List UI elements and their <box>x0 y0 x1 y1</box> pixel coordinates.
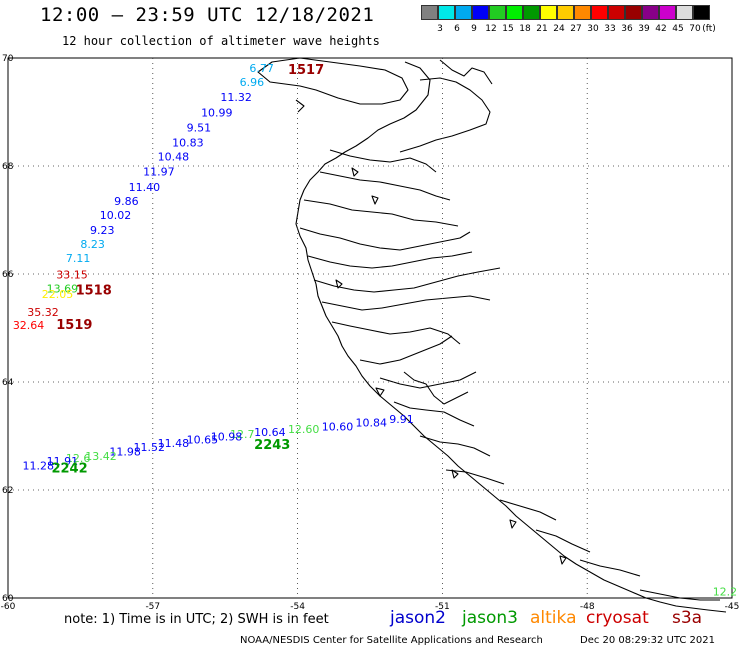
legend-value-label: 9 <box>471 24 477 34</box>
wave-height-label: 11.28 <box>22 459 54 472</box>
legend-value-label: 27 <box>570 24 582 34</box>
legend-value-label: 21 <box>536 24 548 34</box>
wave-height-label: 10.02 <box>100 209 132 222</box>
lon-tick-label: -54 <box>290 602 305 612</box>
lon-tick-label: -51 <box>435 602 450 612</box>
legend-swatch <box>659 5 676 20</box>
legend-swatch <box>523 5 540 20</box>
legend-swatch <box>608 5 625 20</box>
pass-number-label: 1517 <box>288 63 324 78</box>
greenland-coastline <box>257 57 727 613</box>
legend-value-label: 33 <box>604 24 616 34</box>
wave-height-label: 6.77 <box>249 62 273 75</box>
legend-swatch <box>591 5 608 20</box>
legend-swatch <box>676 5 693 20</box>
wave-height-label: 22.05 <box>42 288 74 301</box>
lon-tick-label: -45 <box>725 602 740 612</box>
wave-height-label: 12.60 <box>288 423 320 436</box>
satellite-name-s3a: s3a <box>672 608 703 628</box>
legend-value-label: 24 <box>553 24 565 34</box>
wave-height-label: 13.42 <box>85 450 117 463</box>
legend-unit-label: (ft) <box>702 24 716 34</box>
lat-tick-label: 66 <box>2 270 14 280</box>
legend-swatch <box>540 5 557 20</box>
wave-height-label: 12.6 <box>66 452 91 465</box>
wave-height-label: 32.64 <box>13 319 45 332</box>
lon-tick-label: -57 <box>145 602 160 612</box>
wave-height-label: 10.60 <box>322 421 354 434</box>
map-frame <box>7 57 733 599</box>
legend-swatch <box>557 5 574 20</box>
footer-credit: NOAA/NESDIS Center for Satellite Applica… <box>240 635 543 646</box>
wave-height-label: 10.84 <box>356 416 388 429</box>
legend-value-label: 12 <box>485 24 497 34</box>
footer-date: Dec 20 08:29:32 UTC 2021 <box>580 635 715 646</box>
legend-swatch <box>693 5 710 20</box>
wave-height-label: 11.97 <box>143 166 175 179</box>
wave-height-label: 10.65 <box>187 434 219 447</box>
wave-height-label: 10.64 <box>254 426 286 439</box>
chart-title: 12:00 — 23:59 UTC 12/18/2021 <box>40 4 375 26</box>
legend-swatch <box>421 5 438 20</box>
legend-value-label: 36 <box>621 24 633 34</box>
wave-height-label: 33.15 <box>56 268 87 281</box>
lat-tick-label: 60 <box>2 594 14 604</box>
lat-tick-label: 68 <box>2 162 14 172</box>
chart-subtitle: 12 hour collection of altimeter wave hei… <box>62 34 380 48</box>
wave-height-label: 10.98 <box>211 430 243 443</box>
legend-value-label: 42 <box>655 24 667 34</box>
legend-swatch <box>506 5 523 20</box>
lon-tick-label: -60 <box>1 602 16 612</box>
satellite-name-jason2: jason2 <box>390 608 446 628</box>
wave-height-label: 12.7 <box>230 428 255 441</box>
wave-height-label: 12.2 <box>713 585 738 598</box>
satellite-name-cryosat: cryosat <box>586 608 649 628</box>
wave-height-label: 9.51 <box>187 121 212 134</box>
wave-height-label: 9.23 <box>90 224 115 237</box>
legend-value-label: 45 <box>672 24 684 34</box>
legend-value-label: 3 <box>437 24 443 34</box>
lat-tick-label: 62 <box>2 486 13 496</box>
legend-swatch <box>455 5 472 20</box>
satellite-name-jason3: jason3 <box>462 608 518 628</box>
lat-tick-label: 70 <box>2 54 14 64</box>
legend-swatch <box>438 5 455 20</box>
wave-height-label: 9.91 <box>389 413 414 426</box>
legend-value-label: 70 <box>689 24 701 34</box>
legend-value-label: 30 <box>587 24 599 34</box>
wave-height-label: 35.32 <box>27 306 59 319</box>
wave-height-label: 11.48 <box>158 437 190 450</box>
wave-height-label: 6.96 <box>240 76 265 89</box>
wave-height-label: 11.98 <box>109 445 141 458</box>
pass-number-label: 1518 <box>76 284 112 299</box>
legend-value-label: 39 <box>638 24 650 34</box>
wave-height-label: 10.83 <box>172 137 204 150</box>
pass-number-label: 2242 <box>51 462 87 477</box>
pass-number-label: 2243 <box>254 438 290 453</box>
wave-height-label: 11.32 <box>220 91 252 104</box>
pass-number-label: 1519 <box>56 318 92 333</box>
legend-swatch <box>642 5 659 20</box>
wave-height-label: 13.69 <box>47 282 79 295</box>
legend-swatch <box>574 5 591 20</box>
satellite-name-altika: altika <box>530 608 577 628</box>
lon-tick-label: -48 <box>580 602 595 612</box>
wave-height-label: 10.48 <box>158 151 190 164</box>
wave-height-label: 7.11 <box>66 252 91 265</box>
wave-height-label: 8.23 <box>80 238 105 251</box>
legend-swatch <box>625 5 642 20</box>
wave-height-label: 11.40 <box>129 181 161 194</box>
wave-height-label: 9.86 <box>114 195 139 208</box>
legend-value-label: 15 <box>502 24 514 34</box>
wave-height-label: 10.99 <box>201 106 233 119</box>
legend-swatch <box>472 5 489 20</box>
legend-swatch <box>489 5 506 20</box>
legend-value-label: 18 <box>519 24 531 34</box>
footer-note: note: 1) Time is in UTC; 2) SWH is in fe… <box>64 612 329 627</box>
wave-height-label: 11.91 <box>47 455 79 468</box>
legend-value-label: 6 <box>454 24 460 34</box>
lat-tick-label: 64 <box>2 378 14 388</box>
wave-height-label: 11.52 <box>133 441 165 454</box>
